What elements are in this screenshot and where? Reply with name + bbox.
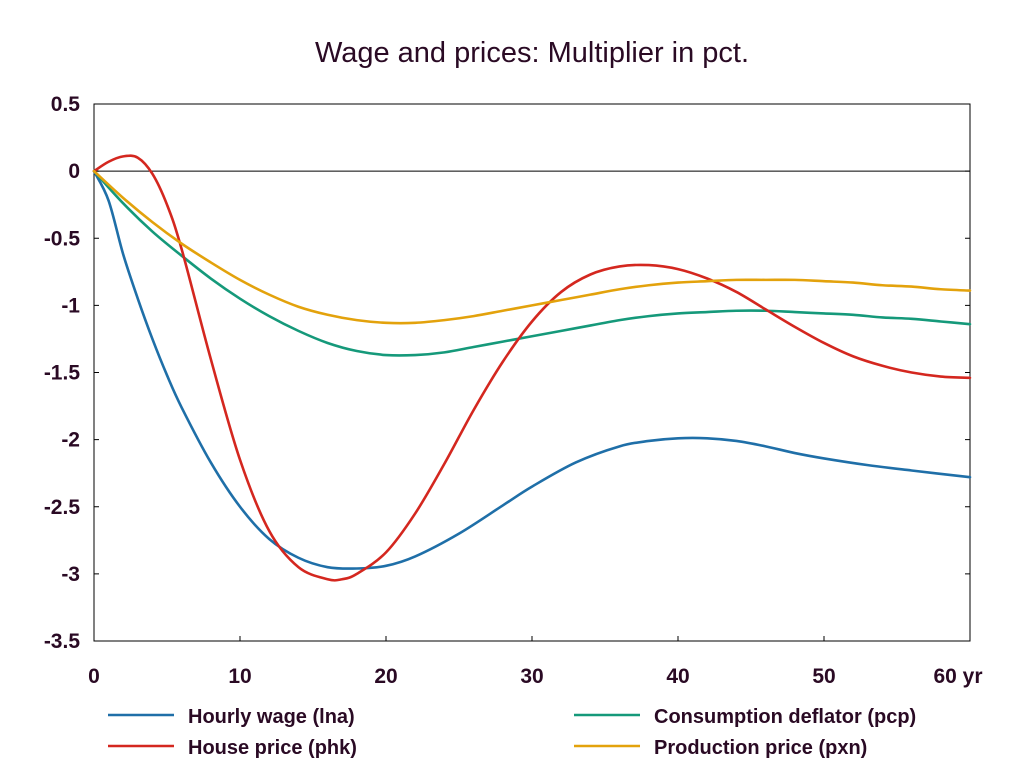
legend-consumption-deflator: Consumption deflator (pcp) <box>574 706 916 728</box>
y-axis: 0.5 0 -0.5 -1 -1.5 -2 -2.5 -3 -3.5 <box>44 93 970 653</box>
x-tick-label: 20 <box>374 665 397 688</box>
x-tick-label: 10 <box>228 665 251 688</box>
series-lines <box>92 154 972 582</box>
y-tick-label: -3 <box>61 563 80 586</box>
legend-label: Consumption deflator (pcp) <box>654 706 916 728</box>
house-price-line <box>92 154 972 582</box>
x-tick-label: 60 yr <box>933 665 982 688</box>
legend-label: House price (phk) <box>188 737 357 759</box>
x-tick-label: 30 <box>520 665 543 688</box>
plot-area-border <box>93 103 971 642</box>
chart-title: Wage and prices: Multiplier in pct. <box>315 37 749 69</box>
y-tick-label: -0.5 <box>44 227 81 250</box>
x-tick-label: 40 <box>666 665 689 688</box>
legend-hourly-wage: Hourly wage (lna) <box>108 706 355 728</box>
y-tick-label: -2 <box>61 429 80 452</box>
y-tick-label: 0.5 <box>51 93 81 116</box>
hourly-wage-line <box>92 169 972 570</box>
y-tick-label: -2.5 <box>44 496 81 519</box>
x-tick-label: 50 <box>812 665 835 688</box>
legend-house-price: House price (phk) <box>108 737 357 759</box>
production-price-line <box>92 169 972 325</box>
y-tick-label: -3.5 <box>44 630 81 653</box>
legend-label: Hourly wage (lna) <box>188 706 355 728</box>
y-tick-label: -1 <box>61 294 80 317</box>
legend: Hourly wage (lna) Consumption deflator (p… <box>108 706 916 759</box>
legend-production-price: Production price (pxn) <box>574 737 867 759</box>
legend-label: Production price (pxn) <box>654 737 867 759</box>
x-axis: 0 10 20 30 40 50 60 yr <box>88 636 983 688</box>
plot-frame <box>93 103 971 642</box>
x-tick-label: 0 <box>88 665 100 688</box>
y-tick-label: 0 <box>68 160 80 183</box>
consumption-deflator-line <box>92 169 972 357</box>
y-tick-label: -1.5 <box>44 362 81 385</box>
